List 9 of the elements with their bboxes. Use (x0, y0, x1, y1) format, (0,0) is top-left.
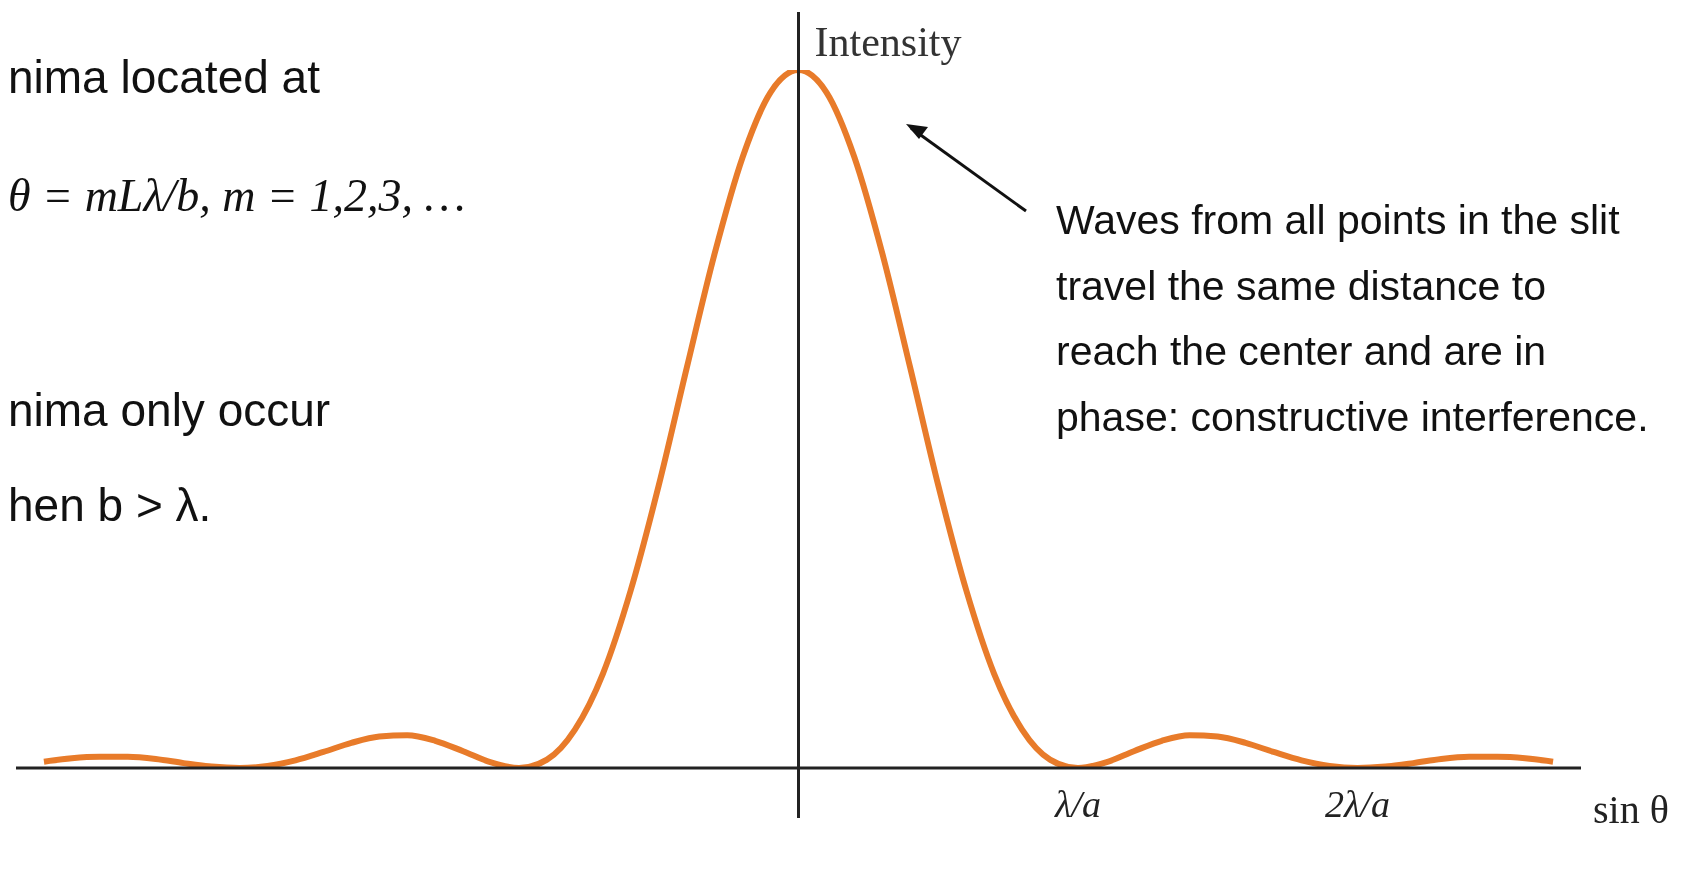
x-tick-label: λ/a (1053, 782, 1101, 825)
x-axis-title: sin θ (1593, 787, 1669, 832)
annotation: θ = mLλ/b, m = 1,2,3, … (8, 169, 466, 223)
y-axis-title: Intensity (814, 19, 962, 65)
annotation: Waves from all points in the slit travel the same distance to reach the center and are in phase: constructive interference. (1056, 196, 1650, 442)
annotation: nima only occur (8, 383, 331, 438)
annotation: nima located at (8, 50, 320, 105)
x-tick-label: 2λ/a (1324, 782, 1390, 825)
annotation: hen b > λ. (8, 478, 212, 533)
